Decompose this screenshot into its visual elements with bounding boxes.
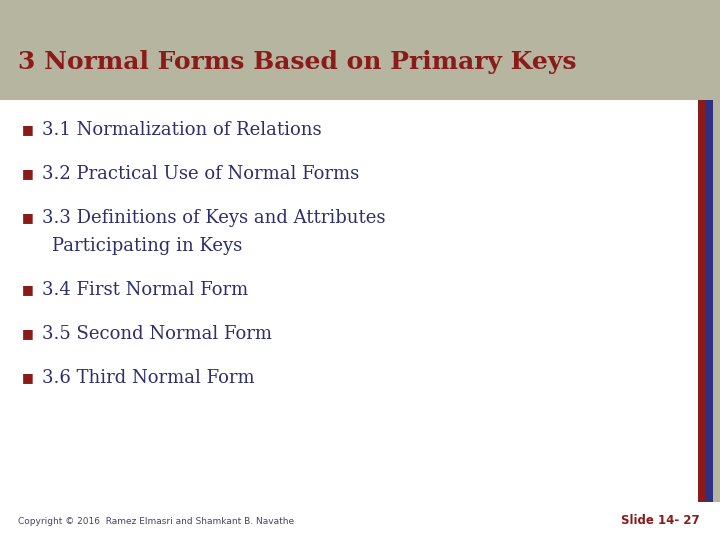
Text: 3.2 Practical Use of Normal Forms: 3.2 Practical Use of Normal Forms <box>42 165 359 183</box>
Text: ■: ■ <box>22 167 34 180</box>
Bar <box>0 100 698 502</box>
Bar <box>698 100 705 502</box>
Text: ■: ■ <box>22 372 34 384</box>
Bar <box>0 502 720 540</box>
Text: 3.6 Third Normal Form: 3.6 Third Normal Form <box>42 369 255 387</box>
Text: ■: ■ <box>22 212 34 225</box>
Text: 3.1 Normalization of Relations: 3.1 Normalization of Relations <box>42 121 322 139</box>
Text: Slide 14- 27: Slide 14- 27 <box>621 515 700 528</box>
Text: Participating in Keys: Participating in Keys <box>52 237 242 255</box>
Text: 3.3 Definitions of Keys and Attributes: 3.3 Definitions of Keys and Attributes <box>42 209 385 227</box>
Text: 3.4 First Normal Form: 3.4 First Normal Form <box>42 281 248 299</box>
Text: ■: ■ <box>22 284 34 296</box>
Bar <box>705 100 713 502</box>
Bar <box>0 0 720 100</box>
Text: 3.5 Second Normal Form: 3.5 Second Normal Form <box>42 325 272 343</box>
Text: Copyright © 2016  Ramez Elmasri and Shamkant B. Navathe: Copyright © 2016 Ramez Elmasri and Shamk… <box>18 516 294 525</box>
Text: 3 Normal Forms Based on Primary Keys: 3 Normal Forms Based on Primary Keys <box>18 50 577 74</box>
Text: ■: ■ <box>22 124 34 137</box>
Text: ■: ■ <box>22 327 34 341</box>
